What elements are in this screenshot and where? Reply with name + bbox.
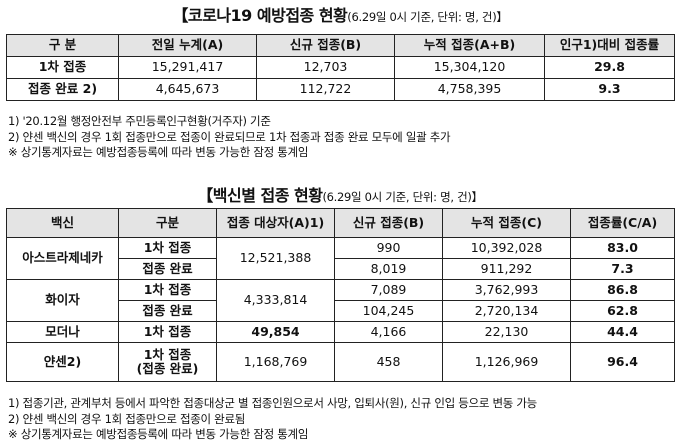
note-line: ※ 상기통계자료는 예방접종등록에 따라 변동 가능한 잠정 통계임: [8, 145, 309, 159]
cell-rate: 83.0: [570, 237, 675, 259]
cell-new: 7,089: [334, 279, 443, 301]
cell-rate: 44.4: [570, 321, 675, 343]
cell-new: 112,722: [256, 78, 395, 101]
note-line: ※ 상기통계자료는 예방접종등록에 따라 변동 가능한 잠정 통계임: [8, 427, 309, 441]
cell-prev-total: 4,645,673: [118, 78, 257, 101]
table-row: 화이자 1차 접종 4,333,814 7,089 3,762,993 86.8: [6, 279, 675, 322]
vaccine-name: 얀센2): [6, 342, 119, 382]
dose-type: 1차 접종 (접종 완료): [118, 342, 217, 382]
header-rate: 인구1)대비 접종률: [544, 34, 675, 57]
cell-new: 990: [334, 237, 443, 259]
cell-rate: 86.8: [570, 279, 675, 301]
table-row: 얀센2) 1차 접종 (접종 완료) 1,168,769 458 1,126,9…: [6, 342, 675, 382]
section1-notes: 1) '20.12월 행정안전부 주민등록인구현황(거주자) 기준 2) 얀센 …: [8, 114, 451, 161]
header-cumulative: 누적 접종(C): [442, 208, 571, 238]
table-row: 모더나 1차 접종 49,854 4,166 22,130 44.4: [6, 321, 675, 343]
cell-rate: 62.8: [570, 300, 675, 322]
section1-title: 【코로나19 예방접종 현황(6.29일 0시 기준, 단위: 명, 건)】: [0, 2, 680, 26]
dose-type: 1차 접종: [118, 279, 217, 301]
header-new: 신규 접종(B): [256, 34, 395, 57]
note-line: 2) 얀센 백신의 경우 1회 접종만으로 접종이 완료됨: [8, 411, 246, 426]
section1-title-sub: (6.29일 0시 기준, 단위: 명, 건)】: [347, 10, 508, 24]
header-vaccine: 백신: [6, 208, 119, 238]
dose-type: 접종 완료: [118, 258, 217, 280]
note-line: 1) '20.12월 행정안전부 주민등록인구현황(거주자) 기준: [8, 114, 271, 128]
header-new: 신규 접종(B): [334, 208, 443, 238]
section2-title-main: 【백신별 접종 현황: [197, 186, 323, 205]
target-count: 12,521,388: [216, 237, 335, 280]
cell-cumulative: 10,392,028: [442, 237, 571, 259]
dose-type: 접종 완료: [118, 300, 217, 322]
cell-rate: 9.3: [544, 78, 675, 101]
note-line: 1) 접종기관, 관계부처 등에서 파악한 접종대상군 별 접종인원으로서 사망…: [8, 396, 537, 410]
target-count: 1,168,769: [216, 342, 335, 382]
dose-type: 1차 접종: [118, 321, 217, 343]
cell-prev-total: 15,291,417: [118, 56, 257, 79]
vaccine-name: 화이자: [6, 279, 119, 322]
section1-title-main: 【코로나19 예방접종 현황: [172, 6, 348, 25]
target-count: 4,333,814: [216, 279, 335, 322]
section2-notes: 1) 접종기관, 관계부처 등에서 파악한 접종대상군 별 접종인원으로서 사망…: [8, 396, 537, 443]
note-line: 2) 얀센 백신의 경우 1회 접종만으로 접종이 완료되므로 1차 접종과 접…: [8, 129, 451, 144]
header-category: 구 분: [6, 34, 119, 57]
header-target: 접종 대상자(A)1): [216, 208, 335, 238]
table-row: 1차 접종 15,291,417 12,703 15,304,120 29.8: [6, 56, 675, 79]
header-prev-total: 전일 누계(A): [118, 34, 257, 57]
cell-new: 4,166: [334, 321, 443, 343]
section2-title-sub: (6.29일 0시 기준, 단위: 명, 건)】: [322, 190, 483, 204]
header-cumulative: 누적 접종(A+B): [394, 34, 545, 57]
cell-new: 104,245: [334, 300, 443, 322]
cell-cumulative: 4,758,395: [394, 78, 545, 101]
cell-cumulative: 22,130: [442, 321, 571, 343]
target-count: 49,854: [216, 321, 335, 343]
table-row: 접종 완료 2) 4,645,673 112,722 4,758,395 9.3: [6, 78, 675, 101]
row-label: 접종 완료 2): [6, 78, 119, 101]
cell-rate: 29.8: [544, 56, 675, 79]
cell-cumulative: 2,720,134: [442, 300, 571, 322]
cell-cumulative: 15,304,120: [394, 56, 545, 79]
vaccine-name: 아스트라제네카: [6, 237, 119, 280]
cell-cumulative: 3,762,993: [442, 279, 571, 301]
cell-new: 12,703: [256, 56, 395, 79]
table-header-row: 백신 구분 접종 대상자(A)1) 신규 접종(B) 누적 접종(C) 접종률(…: [6, 208, 675, 238]
cell-cumulative: 1,126,969: [442, 342, 571, 382]
cell-new: 8,019: [334, 258, 443, 280]
overall-vaccination-table: 구 분 전일 누계(A) 신규 접종(B) 누적 접종(A+B) 인구1)대비 …: [6, 34, 675, 101]
table-row: 아스트라제네카 1차 접종 12,521,388 990 10,392,028 …: [6, 237, 675, 280]
cell-rate: 7.3: [570, 258, 675, 280]
cell-new: 458: [334, 342, 443, 382]
vaccine-name: 모더나: [6, 321, 119, 343]
vaccine-breakdown-table: 백신 구분 접종 대상자(A)1) 신규 접종(B) 누적 접종(C) 접종률(…: [6, 208, 675, 382]
section2-title: 【백신별 접종 현황(6.29일 0시 기준, 단위: 명, 건)】: [0, 182, 680, 206]
cell-cumulative: 911,292: [442, 258, 571, 280]
table-header-row: 구 분 전일 누계(A) 신규 접종(B) 누적 접종(A+B) 인구1)대비 …: [6, 34, 675, 57]
row-label: 1차 접종: [6, 56, 119, 79]
cell-rate: 96.4: [570, 342, 675, 382]
header-rate: 접종률(C/A): [570, 208, 675, 238]
dose-type: 1차 접종: [118, 237, 217, 259]
header-category: 구분: [118, 208, 217, 238]
